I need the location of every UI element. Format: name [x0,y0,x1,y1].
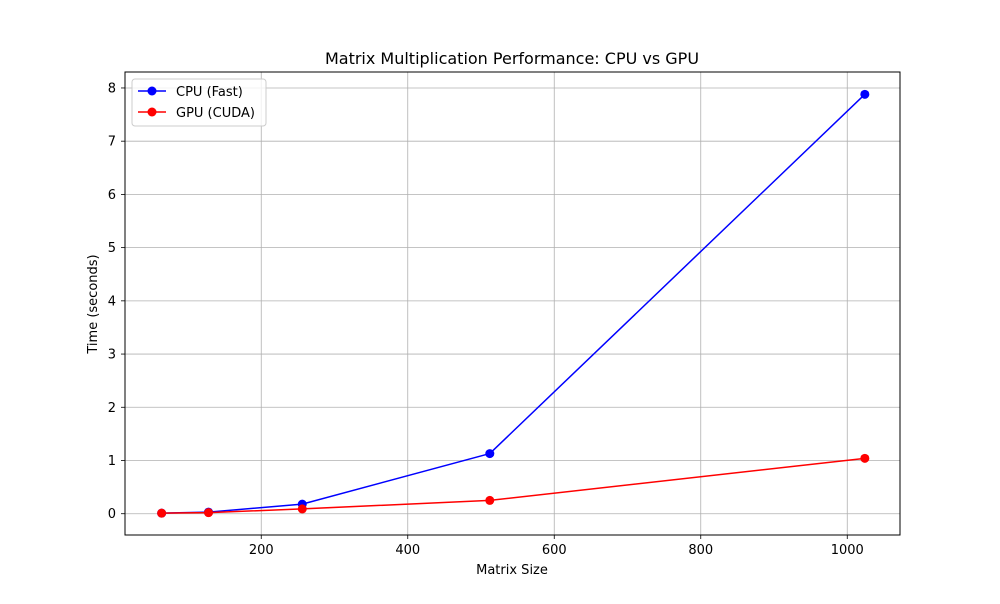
grid-lines [125,72,900,535]
x-tick-label: 800 [688,543,713,558]
legend-gpu-label: GPU (CUDA) [176,106,255,121]
y-tick-label: 3 [108,348,116,363]
data-point-gpu-cuda [860,453,870,463]
y-tick-label: 0 [108,507,116,522]
x-axis-label: Matrix Size [476,563,548,578]
x-tick-label: 400 [395,543,420,558]
x-tick-label: 200 [249,543,274,558]
y-tick-label: 8 [108,81,116,96]
y-tick-label: 2 [108,401,116,416]
x-tick-label: 600 [542,543,567,558]
x-axis-ticks: 200 400 600 800 1000 [249,535,864,558]
x-tick-label: 1000 [831,543,864,558]
data-point-gpu-cuda [297,504,307,514]
y-axis-ticks: 0 1 2 3 4 5 6 7 8 [108,81,125,522]
data-point-gpu-cuda [157,508,167,518]
legend: CPU (Fast) GPU (CUDA) [131,78,267,127]
y-tick-label: 4 [108,294,116,309]
legend-gpu-marker [147,107,157,117]
data-point-cpu-fast [485,449,495,459]
y-tick-label: 5 [108,241,116,256]
legend-entry-cpu: CPU (Fast) [138,85,243,100]
data-point-gpu-cuda [485,495,495,505]
data-point-gpu-cuda [204,508,214,518]
legend-cpu-marker [147,86,157,96]
series-gpu-cuda [157,453,870,518]
data-point-cpu-fast [860,89,870,99]
series-layer [157,89,870,518]
y-axis-label: Time (seconds) [86,254,101,354]
y-tick-label: 1 [108,454,116,469]
y-tick-label: 7 [108,135,116,150]
legend-cpu-label: CPU (Fast) [176,85,243,100]
chart-title: Matrix Multiplication Performance: CPU v… [325,49,699,68]
legend-entry-gpu: GPU (CUDA) [138,106,255,121]
plot-area-frame [124,71,901,536]
y-tick-label: 6 [108,188,116,203]
